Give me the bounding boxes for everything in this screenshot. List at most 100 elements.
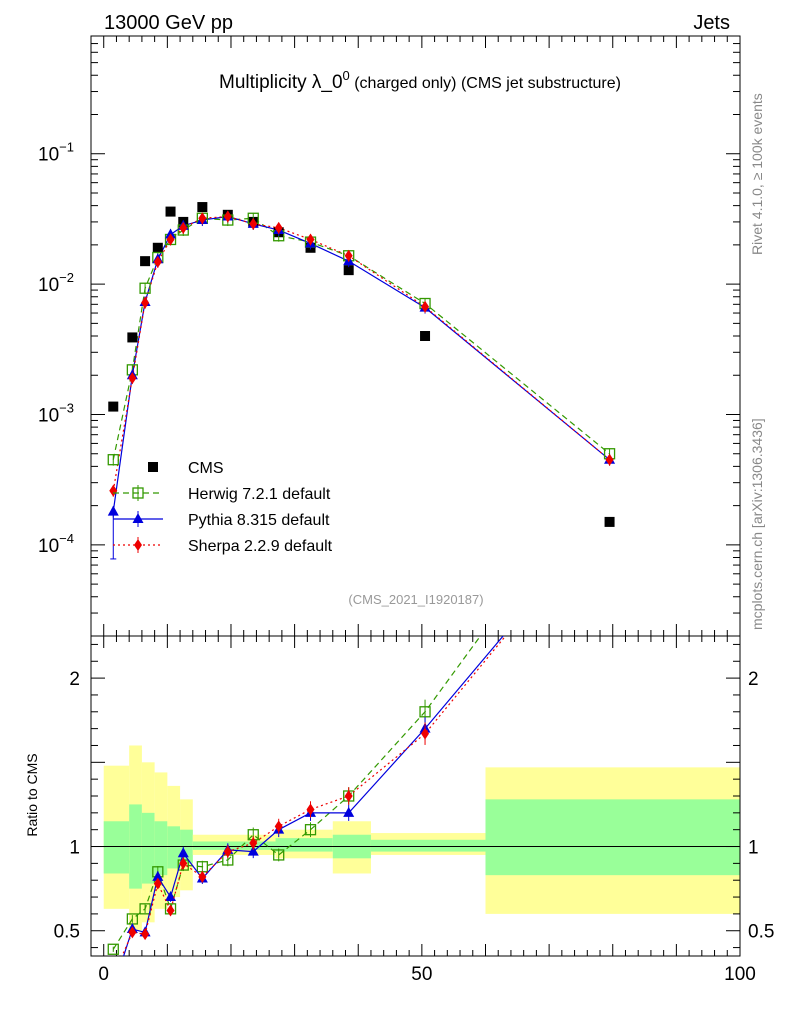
text-layer: 13000 GeV pp Jets Multiplicity λ_00 (cha… [24,12,765,837]
pythia-point [107,505,119,516]
ratio-plot [107,504,615,992]
cms-point [108,401,119,412]
analysis-id: (CMS_2021_I1920187) [348,592,483,607]
x-tick-label: 100 [724,964,756,985]
ratio-y-tick-label: 0.5 [748,922,774,943]
cms-point [165,206,176,217]
herwig-point [107,454,119,466]
sherpa-point [249,217,258,230]
sherpa-point [274,221,283,234]
pythia-ratio-point [165,891,177,902]
pythia-ratio-point [152,870,164,881]
ratio-y-tick-label: 0.5 [54,922,80,943]
sherpa-point [153,255,162,268]
sherpa-point [223,210,232,223]
chart-title: Multiplicity λ_00 (charged only) (CMS je… [219,68,621,93]
pythia-ratio-point [177,847,189,858]
cms-point [152,242,163,253]
cms-point [197,202,208,213]
herwig-ratio-point [107,943,119,955]
sherpa-point [421,300,430,313]
sherpa-ratio-point [109,970,117,982]
axes: 0 50 100 10−1 10−2 10−3 10−4 0.5 0.5 1 1 2 2 [38,35,774,985]
uncertainty-bands [103,745,740,931]
sherpa-point [141,296,150,309]
band-inner [154,821,168,876]
band-inner [141,812,155,884]
legend-marker-sherpa [134,539,142,551]
mcplots-label: mcplots.cern.ch [arXiv:1306.3436] [749,418,765,630]
sherpa-ratio-point [606,504,614,516]
sherpa-point [605,453,614,466]
ratio-y-tick-label: 2 [69,669,80,690]
cms-point [604,516,615,527]
ratio-y-tick-label: 2 [748,669,759,690]
sherpa-point [198,212,207,225]
pythia-ratio-point [108,982,119,992]
sherpa-ratio-point [141,928,150,941]
pythia-line [112,215,610,512]
title-sub: (charged only) (CMS jet substructure) [350,75,621,92]
title-main: Multiplicity λ_0 [219,72,343,93]
herwig-ratio-point [273,849,285,861]
band-inner [192,841,276,850]
y-tick-label: 10−1 [38,140,74,166]
x-tick-label: 50 [411,964,432,985]
sherpa-ratio-point [198,870,207,883]
band-inner [485,799,740,876]
legend-marker-pythia [132,513,144,523]
ratio-y-tick-label: 1 [69,838,80,859]
series-layer [107,202,616,992]
ratio-y-tick-label: 1 [748,838,759,859]
sherpa-point [344,249,353,262]
legend: CMS Herwig 7.2.1 default Pythia 8.315 defa… [113,460,333,555]
header-left: 13000 GeV pp [104,12,233,34]
legend-label-cms: CMS [188,460,224,477]
herwig-ratio-point [419,706,431,718]
sherpa-point [166,233,175,246]
sherpa-line [112,215,610,491]
sherpa-point [179,221,188,234]
legend-marker-cms [148,462,158,472]
ratio-ylabel: Ratio to CMS [24,753,40,836]
sherpa-ratio-point [128,926,137,939]
cms-point [140,256,151,267]
sherpa-point [109,484,118,497]
sherpa-ratio-point [421,727,430,740]
cms-point [127,332,138,343]
band-inner [275,838,333,852]
sherpa-ratio-point [166,904,175,917]
band-inner [167,826,181,869]
title-sup: 0 [343,68,350,83]
header-right: Jets [693,12,730,34]
herwig-point [139,282,151,294]
band-inner [103,821,130,874]
legend-label-pythia: Pythia 8.315 default [188,512,330,529]
sherpa-ratio-point [249,837,258,850]
y-tick-label: 10−2 [38,270,74,296]
herwig-ratio-line [112,636,482,950]
herwig-line [112,217,610,460]
herwig-ratio-point [304,824,317,836]
cms-point [420,331,431,341]
cms-point [343,265,354,276]
pythia-ratio-point [247,845,259,856]
sherpa-ratio-point [274,820,283,833]
sherpa-ratio-point [223,845,232,858]
rivet-label: Rivet 4.1.0, ≥ 100k events [749,93,765,255]
sherpa-ratio-point [306,803,315,816]
y-tick-label: 10−4 [38,531,74,557]
sherpa-ratio-point [153,877,162,890]
sherpa-point [306,233,315,246]
pythia-ratio-point [604,504,615,514]
sherpa-ratio-point [344,790,353,802]
main-plot [107,202,616,560]
pythia-ratio-point [343,806,355,817]
band-inner [370,839,486,852]
legend-marker-herwig [132,487,144,499]
legend-label-herwig: Herwig 7.2.1 default [188,486,331,503]
sherpa-ratio-point [179,857,188,870]
y-tick-label: 10−3 [38,400,74,426]
pythia-ratio-line [123,636,504,956]
